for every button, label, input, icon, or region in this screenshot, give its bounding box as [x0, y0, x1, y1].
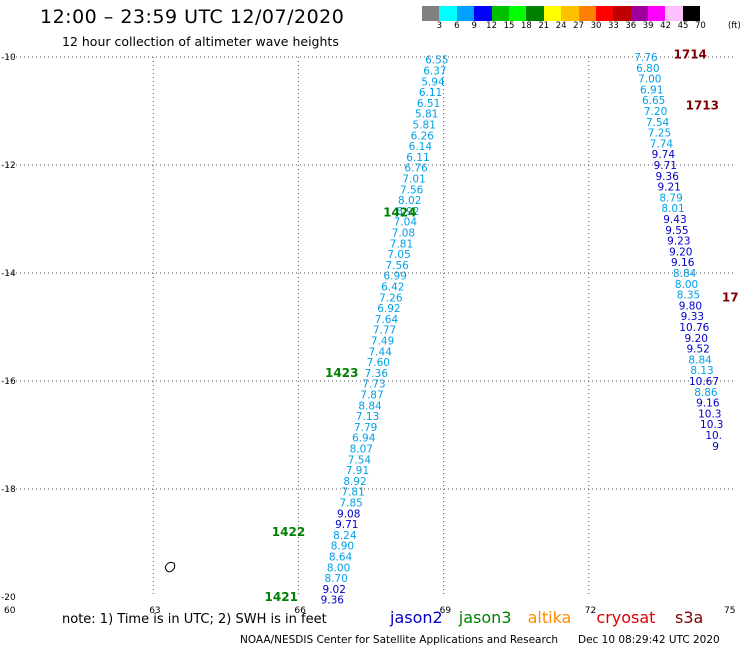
pass-time-label: 17	[722, 290, 739, 304]
longitude-tick-label: 72	[585, 606, 596, 616]
credit-line: NOAA/NESDIS Center for Satellite Applica…	[240, 634, 558, 646]
legend-item-jason3: jason3	[459, 608, 512, 627]
legend-item-s3a: s3a	[675, 608, 703, 627]
generated-timestamp: Dec 10 08:29:42 UTC 2020	[578, 634, 720, 646]
latitude-tick-label: -20	[1, 593, 16, 603]
legend-item-cryosat: cryosat	[596, 608, 655, 627]
legend-item-jason2: jason2	[390, 608, 443, 627]
latitude-tick-label: -12	[1, 161, 16, 171]
wave-height-value: 9.36	[321, 595, 345, 607]
pass-time-label: 1713	[686, 99, 719, 113]
pass-time-label: 1423	[325, 366, 358, 380]
pass-time-label: 1422	[272, 525, 305, 539]
latitude-tick-label: -16	[1, 377, 16, 387]
units-note: note: 1) Time is in UTC; 2) SWH is in fe…	[62, 612, 327, 627]
latitude-tick-label: -10	[1, 53, 16, 63]
island-outline	[165, 562, 175, 571]
longitude-tick-label: 75	[724, 606, 735, 616]
longitude-tick-label: 60	[4, 606, 16, 616]
pass-time-label: 1421	[265, 590, 298, 604]
wave-height-value: 9	[712, 441, 719, 453]
island-shape	[165, 562, 175, 571]
legend-item-altika: altika	[528, 608, 572, 627]
latitude-tick-label: -18	[1, 485, 16, 495]
latitude-tick-label: -14	[1, 269, 16, 279]
pass-time-label: 1424	[383, 206, 416, 220]
pass-time-label: 1714	[674, 47, 707, 61]
